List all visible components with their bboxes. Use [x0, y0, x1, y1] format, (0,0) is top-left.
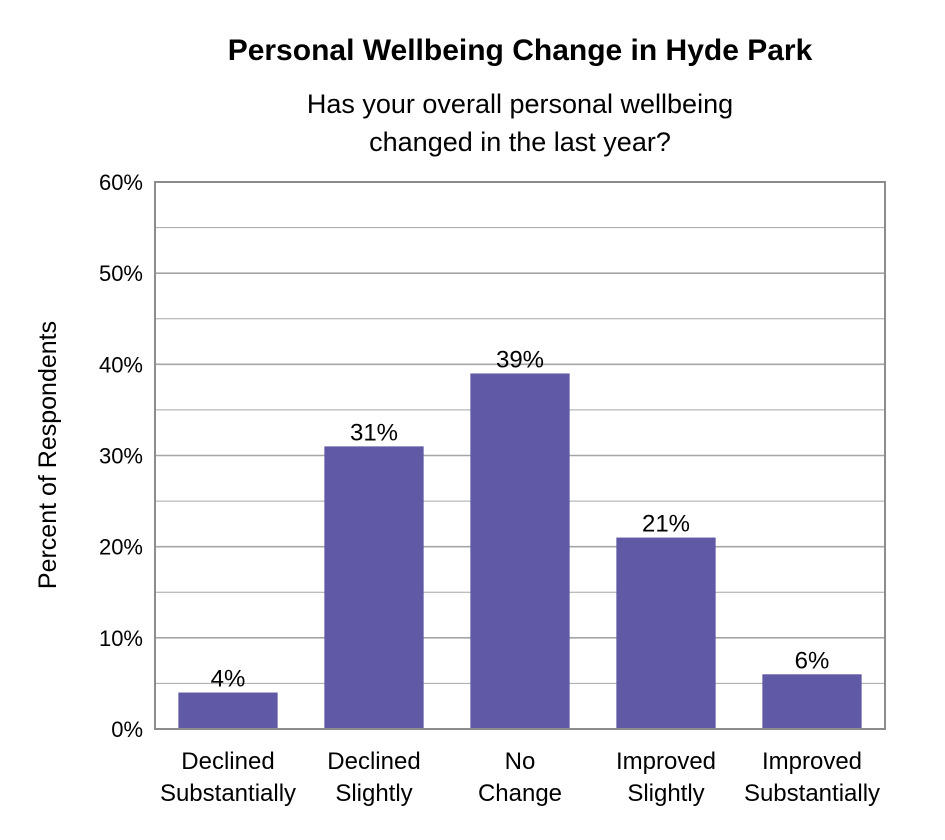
data-label: 21% [642, 511, 690, 538]
x-axis-categories: Declined Substantially Declined Slightly No C… [160, 748, 880, 807]
y-axis-ticks: 0% 10% 20% 30% 40% 50% 60% [99, 170, 143, 742]
y-tick-label: 40% [99, 352, 143, 377]
x-category-label: Change [478, 780, 562, 807]
bar [762, 674, 862, 729]
bar [616, 537, 716, 729]
x-category-label: Improved [616, 748, 716, 775]
data-label: 39% [496, 346, 544, 373]
y-tick-label: 0% [111, 717, 143, 742]
chart-subtitle-line-1: Has your overall personal wellbeing [307, 89, 733, 119]
y-tick-label: 50% [99, 261, 143, 286]
x-category-label: Substantially [160, 780, 296, 807]
y-axis-label: Percent of Respondents [34, 321, 62, 589]
x-category-label: Improved [762, 748, 862, 775]
data-label: 31% [350, 419, 398, 446]
chart-subtitle-line-2: changed in the last year? [369, 127, 671, 157]
data-labels: 4% 31% 39% 21% 6% [211, 346, 830, 692]
bar [324, 446, 424, 729]
data-label: 4% [211, 666, 246, 693]
chart-title: Personal Wellbeing Change in Hyde Park [228, 34, 813, 67]
y-tick-label: 30% [99, 444, 143, 469]
bars [178, 373, 862, 729]
y-tick-label: 10% [99, 626, 143, 651]
x-category-label: Declined [327, 748, 420, 775]
y-tick-label: 60% [99, 170, 143, 195]
x-category-label: Substantially [744, 780, 880, 807]
y-tick-label: 20% [99, 535, 143, 560]
bar [178, 692, 278, 729]
bar [470, 373, 570, 729]
x-category-label: Declined [181, 748, 274, 775]
plot-frame [154, 181, 886, 730]
x-category-label: Slightly [335, 780, 412, 807]
data-label: 6% [795, 647, 830, 674]
x-category-label: No [505, 748, 536, 775]
x-category-label: Slightly [627, 780, 704, 807]
